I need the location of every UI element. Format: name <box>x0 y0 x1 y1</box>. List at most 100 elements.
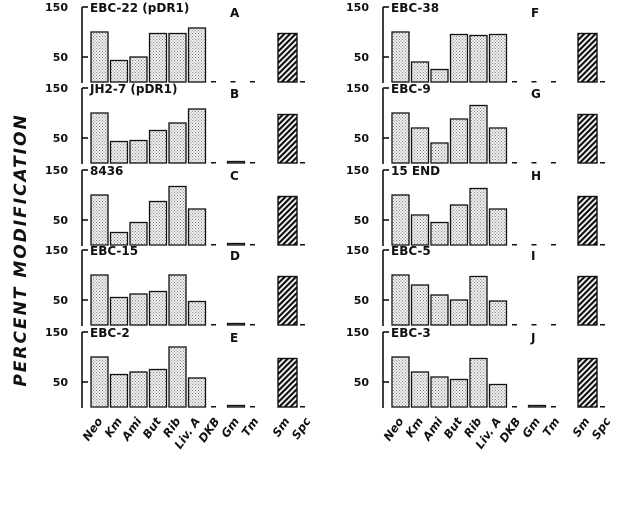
panel-j: 150 50 EBC-3 J <box>346 326 605 408</box>
bar-ami <box>129 56 148 83</box>
control-tick-label: Spc <box>589 415 614 442</box>
bar-liva <box>488 383 508 408</box>
control-bar-spc-zero <box>300 162 305 164</box>
bar-liva <box>187 208 207 246</box>
panel-f: 150 50 EBC-38 F <box>346 1 605 83</box>
control-bar-spc-zero <box>300 324 305 326</box>
panel-title: JH2-7 (pDR1) <box>89 82 177 96</box>
y-axis-label: PERCENT MODIFICATION <box>11 113 31 386</box>
bar-liva <box>187 27 207 83</box>
bar-gm-zero <box>531 81 537 83</box>
bar-dkb-zero <box>512 406 517 408</box>
bar-dkb-zero <box>512 81 517 83</box>
bar-km <box>410 284 430 326</box>
bar-neo <box>391 31 410 83</box>
panel-letter: I <box>531 249 535 263</box>
bar-rib <box>469 34 488 83</box>
bar-dkb-zero <box>512 162 517 164</box>
x-tick-label: DKB <box>195 415 222 446</box>
bar-rib <box>469 104 488 164</box>
y-tick-label-50: 50 <box>354 214 370 227</box>
bar-ami <box>129 139 148 164</box>
bar-rib <box>168 274 187 326</box>
bar-dkb-zero <box>211 244 216 246</box>
panel-title: EBC-5 <box>391 244 431 258</box>
bar-liva <box>488 127 508 164</box>
control-bar-sm <box>277 113 298 164</box>
bar-km <box>410 214 430 246</box>
panel-title: EBC-15 <box>90 244 138 258</box>
y-tick-label-150: 150 <box>346 1 369 14</box>
control-bar-sm <box>277 195 298 246</box>
bar-ami <box>430 68 449 83</box>
panel-title: 8436 <box>90 164 123 178</box>
bar-ami <box>129 293 148 326</box>
bar-ami <box>430 294 449 326</box>
bar-tm-zero <box>551 324 556 326</box>
bar-gm <box>527 404 547 408</box>
bar-but <box>148 32 168 83</box>
bar-liva <box>488 33 508 83</box>
bar-tm-zero <box>551 162 556 164</box>
panel-title: EBC-3 <box>391 326 431 340</box>
bar-tm-zero <box>250 162 255 164</box>
y-tick-label-150: 150 <box>45 244 68 257</box>
panel-c: 150 50 8436 C <box>45 164 305 246</box>
control-bar-sm <box>577 195 598 246</box>
control-tick-label: Sm <box>569 415 592 440</box>
bar-dkb-zero <box>211 324 216 326</box>
bar-km <box>109 59 129 83</box>
x-tick-label: But <box>441 414 466 441</box>
bar-rib <box>469 357 488 408</box>
y-tick-label-150: 150 <box>346 326 369 339</box>
bar-gm-zero <box>230 81 236 83</box>
bar-gm-zero <box>531 244 537 246</box>
bar-gm-zero <box>531 324 537 326</box>
bar-rib <box>168 185 187 246</box>
bar-gm <box>226 404 246 408</box>
panel-letter: D <box>230 249 240 263</box>
y-tick-label-50: 50 <box>354 376 370 389</box>
panel-letter: G <box>531 87 541 101</box>
panel-letter: C <box>230 169 239 183</box>
bar-dkb-zero <box>512 244 517 246</box>
x-tick-label: Gm <box>519 415 543 441</box>
control-tick-label: Sm <box>269 415 292 440</box>
y-tick-label-50: 50 <box>354 132 370 145</box>
panel-letter: J <box>530 331 535 345</box>
bar-neo <box>391 274 410 326</box>
bar-but <box>148 290 168 326</box>
control-bar-spc-zero <box>600 81 605 83</box>
bar-ami <box>129 371 148 408</box>
x-tick-label: Tm <box>239 415 262 439</box>
bar-but <box>449 378 469 408</box>
control-bar-sm <box>277 32 298 83</box>
bar-km <box>410 61 430 83</box>
y-tick-label-50: 50 <box>53 214 69 227</box>
panel-h: 150 50 15 END H <box>346 164 605 246</box>
x-tick-label: Ami <box>118 414 145 444</box>
control-bar-sm <box>277 357 298 408</box>
bar-tm-zero <box>250 406 255 408</box>
bar-tm-zero <box>250 324 255 326</box>
bar-but <box>449 299 469 326</box>
bar-km <box>410 127 430 164</box>
panel-title: EBC-9 <box>391 82 431 96</box>
control-bar-spc-zero <box>300 244 305 246</box>
bar-km <box>109 373 129 408</box>
y-tick-label-50: 50 <box>354 51 370 64</box>
bar-neo <box>391 356 410 408</box>
panel-a: 150 50 EBC-22 (pDR1) A <box>45 1 305 83</box>
x-tick-label: Ami <box>419 414 446 444</box>
x-tick-label: Gm <box>218 415 242 441</box>
bar-gm <box>226 160 246 164</box>
bar-ami <box>129 221 148 246</box>
bar-neo <box>90 31 109 83</box>
bar-but <box>148 368 168 408</box>
bar-liva <box>187 300 207 326</box>
bar-tm-zero <box>250 244 255 246</box>
bar-km <box>410 371 430 408</box>
control-tick-label: Spc <box>289 415 314 442</box>
